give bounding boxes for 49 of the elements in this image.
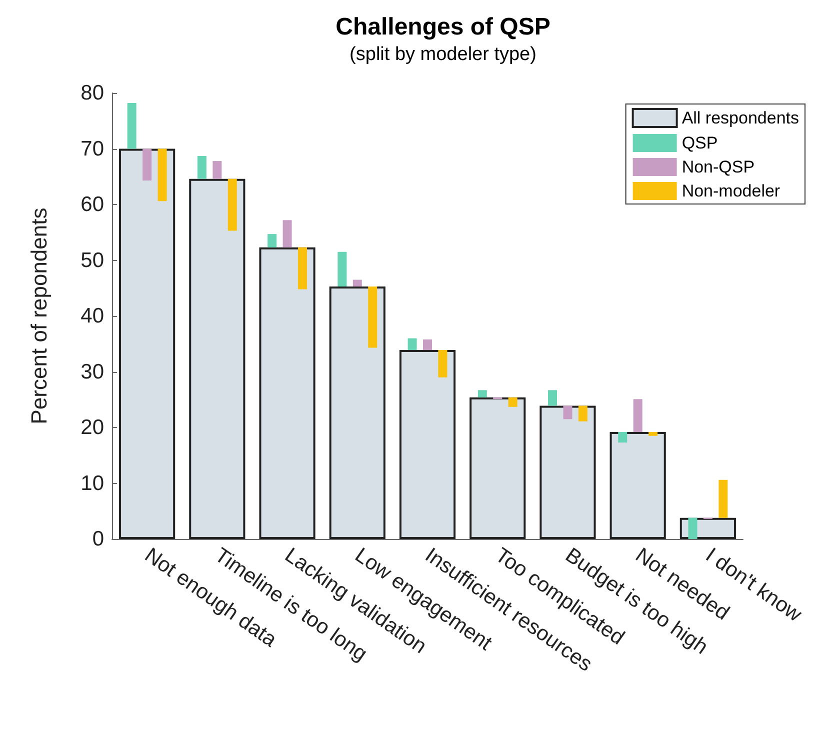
- bar: [329, 286, 386, 539]
- y-tick-label: 50: [80, 248, 104, 272]
- legend-label: Non-QSP: [682, 158, 755, 176]
- bar: [423, 339, 432, 350]
- bar: [648, 432, 658, 436]
- bar: [633, 399, 642, 432]
- bar: [438, 350, 448, 378]
- bar: [127, 103, 136, 149]
- bar: [399, 350, 456, 539]
- bar: [268, 234, 277, 248]
- bar: [197, 156, 206, 179]
- bar: [298, 247, 307, 290]
- legend-label: All respondents: [682, 108, 800, 128]
- y-tick-label: 30: [80, 360, 104, 384]
- bar: [688, 518, 698, 539]
- bar: [548, 390, 558, 406]
- bar: [368, 286, 378, 348]
- y-tick-label: 20: [80, 416, 104, 439]
- chart-title: Challenges of QSP: [336, 14, 550, 40]
- bar: [408, 338, 417, 350]
- y-tick-label: 60: [80, 193, 104, 216]
- y-tick-label: 70: [80, 137, 104, 160]
- bar: [618, 432, 628, 443]
- bar: [478, 390, 487, 398]
- bar: [610, 432, 666, 539]
- bar: [158, 148, 167, 202]
- bar: [563, 406, 572, 420]
- y-tick-label: 0: [92, 528, 104, 550]
- bar: [352, 280, 362, 286]
- bar: [189, 178, 246, 539]
- bar: [338, 252, 347, 286]
- bar: [142, 148, 152, 181]
- y-axis-title: Percent of repondents: [26, 208, 52, 424]
- bar: [508, 397, 518, 407]
- bar: [470, 397, 526, 539]
- bar: [119, 148, 176, 539]
- chart-subtitle: (split by modeler type): [350, 44, 536, 65]
- bar: [212, 161, 222, 179]
- legend-label: QSP: [682, 134, 718, 152]
- bar: [228, 178, 237, 231]
- legend-label: Non-modeler: [682, 182, 780, 200]
- bar: [578, 406, 588, 422]
- y-tick-label: 40: [80, 304, 104, 328]
- y-tick-label: 80: [80, 82, 104, 104]
- bar: [259, 247, 316, 539]
- bar: [540, 406, 596, 539]
- bar: [282, 220, 292, 248]
- bar: [718, 480, 728, 518]
- y-tick-label: 10: [80, 472, 104, 495]
